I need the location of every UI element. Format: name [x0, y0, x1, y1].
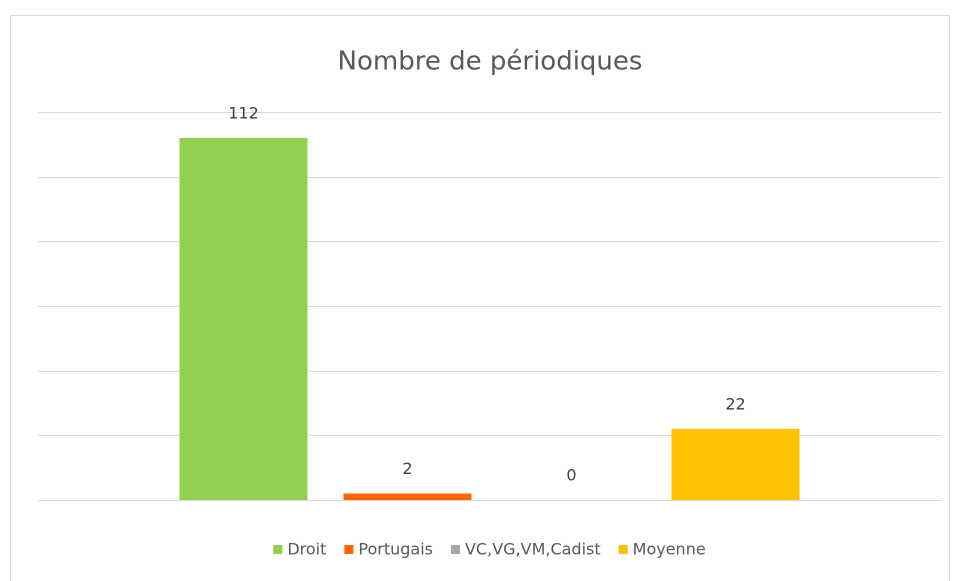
data-label: 0 — [566, 466, 576, 485]
legend-swatch — [273, 545, 283, 554]
data-label: 22 — [725, 394, 745, 413]
data-label: 2 — [402, 459, 412, 478]
legend-label: VC,VG,VM,Cadist — [465, 540, 601, 559]
legend-swatch — [618, 545, 628, 554]
bar — [179, 137, 308, 500]
bar — [671, 428, 800, 500]
legend-swatch — [450, 545, 460, 554]
bar — [343, 493, 472, 500]
legend-label: Moyenne — [633, 540, 706, 559]
legend-swatch — [344, 545, 354, 554]
legend-label: Portugais — [358, 540, 433, 559]
data-label: 112 — [228, 103, 259, 122]
legend-label: Droit — [287, 540, 326, 559]
chart-title: Nombre de périodiques — [338, 47, 643, 77]
chart-border — [10, 15, 950, 581]
